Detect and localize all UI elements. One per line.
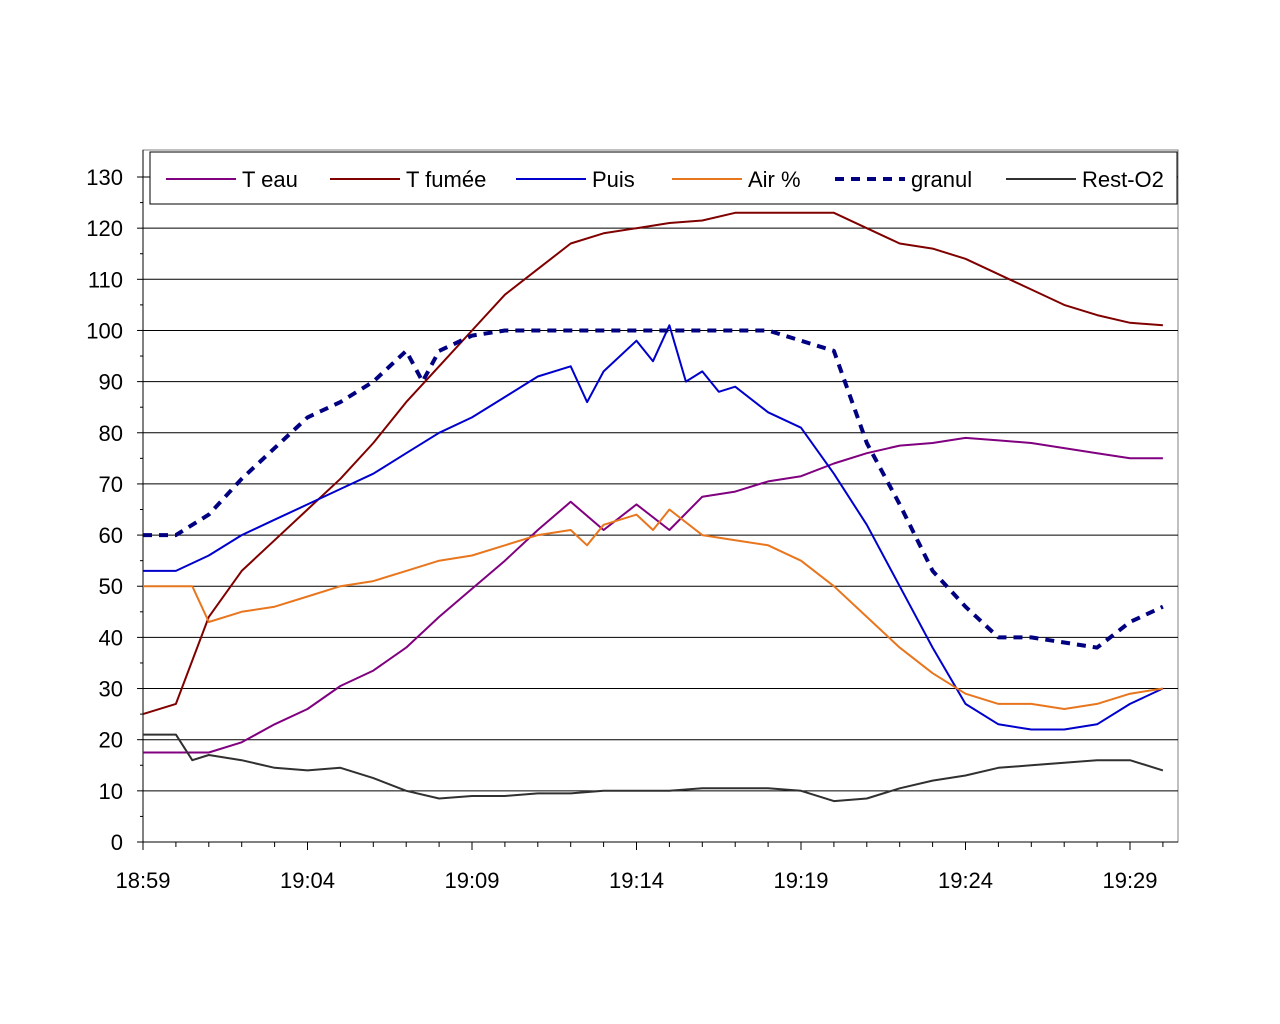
gridlines <box>142 149 1179 843</box>
plot-frame <box>142 149 1179 843</box>
legend: T eau T fumée Puis Air % granul Rest-O2 <box>149 151 1178 205</box>
y-tick-label: 100 <box>86 318 123 343</box>
x-tick-label: 19:24 <box>938 868 993 893</box>
series-lines <box>142 211 1164 803</box>
y-tick-label: 60 <box>99 523 123 548</box>
x-tick-label: 18:59 <box>115 868 170 893</box>
y-tick-label: 40 <box>99 625 123 650</box>
legend-label-4: Air % <box>748 167 801 192</box>
legend-label-1: T eau <box>242 167 298 192</box>
x-tick-label: 19:29 <box>1102 868 1157 893</box>
y-tick-label: 10 <box>99 779 123 804</box>
y-tick-label: 120 <box>86 216 123 241</box>
series-line-2 <box>142 211 1163 716</box>
legend-box <box>149 151 1178 205</box>
series-line-4 <box>143 508 1164 710</box>
legend-label-2: T fumée <box>406 167 486 192</box>
y-tick-label: 110 <box>88 267 123 292</box>
series-line-3 <box>143 324 1164 731</box>
x-tick-label: 19:04 <box>280 868 335 893</box>
y-tick-label: 90 <box>99 370 123 395</box>
y-tick-label: 0 <box>111 830 123 855</box>
legend-label-3: Puis <box>592 167 635 192</box>
legend-label-5: granul <box>911 167 972 192</box>
x-tick-label: 19:14 <box>609 868 664 893</box>
y-tick-label: 30 <box>99 677 123 702</box>
y-tick-label: 130 <box>86 165 123 190</box>
x-tick-label: 19:09 <box>444 868 499 893</box>
series-line-6 <box>143 733 1164 803</box>
y-tick-label: 80 <box>99 421 123 446</box>
y-axis: 0 10 20 30 40 50 60 70 80 90 100 110 120 130 <box>86 150 144 855</box>
x-axis: 18:59 19:04 19:09 19:14 19:19 19:24 19:29 <box>115 841 1178 893</box>
legend-label-6: Rest-O2 <box>1082 167 1164 192</box>
series-line-5 <box>143 328 1164 650</box>
y-tick-label: 50 <box>99 574 123 599</box>
x-tick-label: 19:19 <box>773 868 828 893</box>
y-tick-label: 20 <box>99 728 123 753</box>
series-line-1 <box>143 436 1163 754</box>
y-tick-label: 70 <box>99 472 123 497</box>
